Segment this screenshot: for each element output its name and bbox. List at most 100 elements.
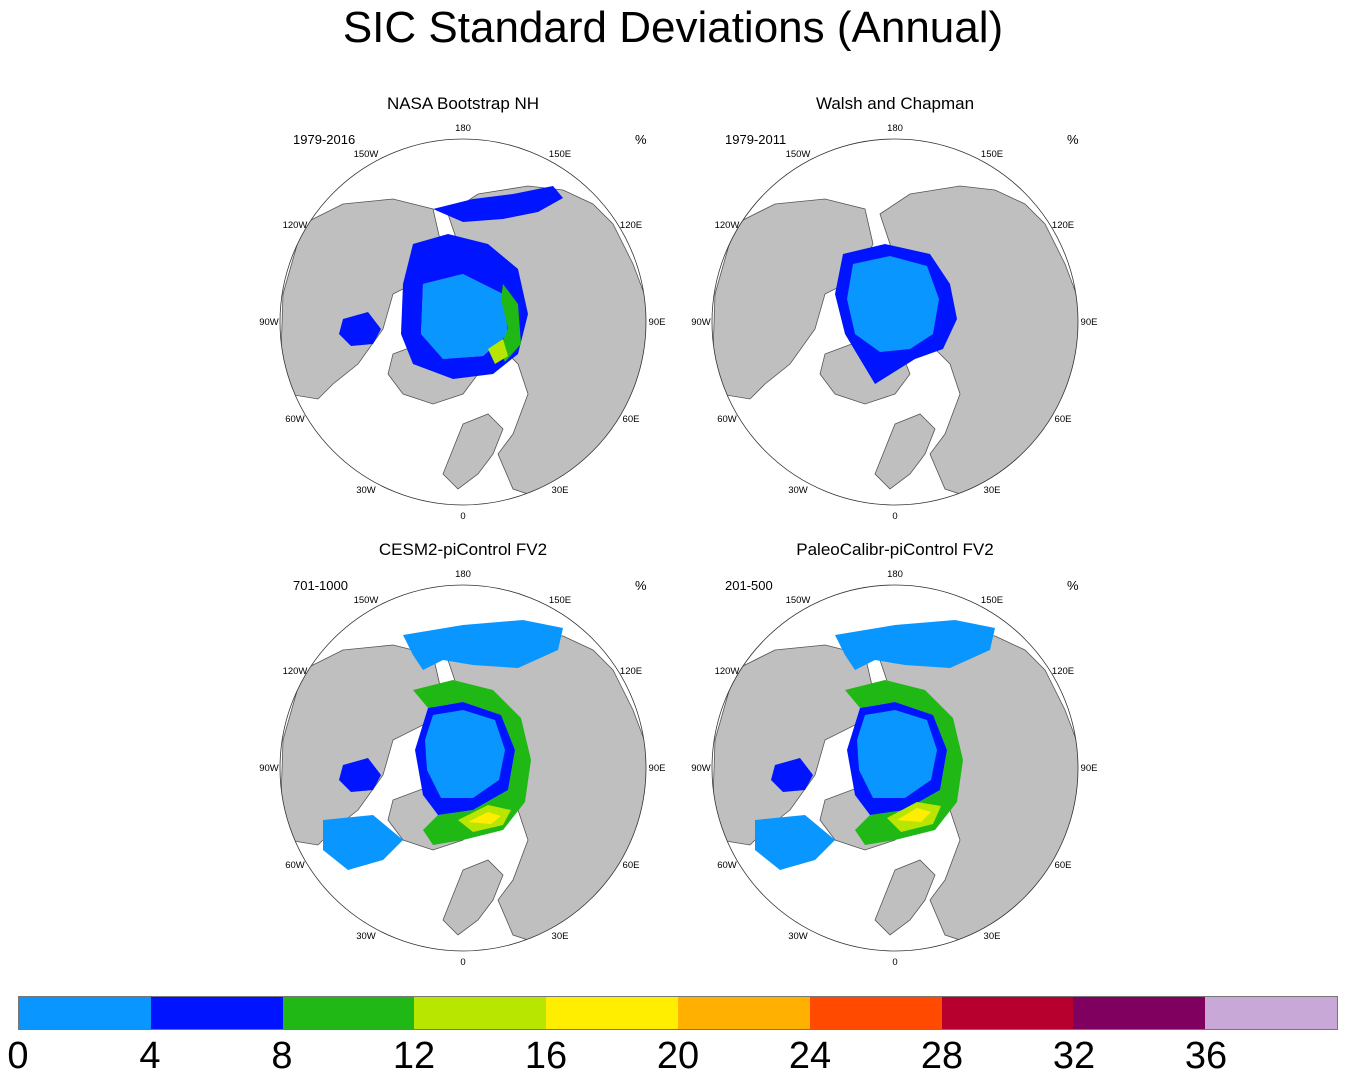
- longitude-label: 60W: [285, 414, 305, 425]
- sic-field-0-4-atlantic: [755, 815, 835, 870]
- longitude-label: 60E: [1055, 414, 1072, 425]
- land-europe: [442, 413, 504, 490]
- sic-field-0-4: [857, 710, 937, 798]
- longitude-labels: 180 150E 120E 90E 60E 30E 0 30W 60W 90W 120W 150W: [691, 569, 1097, 968]
- longitude-label: 90E: [649, 763, 666, 774]
- colorbar-segment: [1205, 997, 1337, 1029]
- colorbar-tick-label: 4: [139, 1035, 161, 1077]
- longitude-label: 90E: [1081, 763, 1098, 774]
- longitude-label: 60E: [1055, 860, 1072, 871]
- longitude-label: 90E: [1081, 317, 1098, 328]
- longitude-label: 30W: [356, 485, 376, 496]
- longitude-label: 30W: [788, 485, 808, 496]
- longitude-label: 30E: [552, 485, 569, 496]
- sic-field-0-4: [847, 256, 939, 352]
- colorbar-tick-label: 20: [656, 1035, 700, 1077]
- longitude-label: 120W: [715, 220, 740, 231]
- panel-title: NASA Bootstrap NH: [386, 94, 540, 113]
- sic-field-0-4-outer: [403, 620, 563, 670]
- map-boundary: [711, 584, 1079, 952]
- colorbar-tick-label: 0: [7, 1035, 29, 1077]
- colorbar-segment: [150, 997, 283, 1029]
- longitude-label: 30E: [552, 931, 569, 942]
- map-boundary: [279, 138, 647, 506]
- sic-field-4-8-pacific: [433, 186, 563, 222]
- panel-unit: %: [635, 578, 647, 593]
- panel-period: 201-500: [725, 578, 773, 593]
- longitude-label: 150W: [786, 595, 811, 606]
- colorbar-tick-label: 8: [271, 1035, 293, 1077]
- panel-unit: %: [635, 132, 647, 147]
- map-panel-cesm2-picontrol: CESM2-piControl FV2 701-1000 % 180 150E 12…: [259, 540, 665, 968]
- longitude-label: 150E: [549, 595, 571, 606]
- longitude-label: 120E: [620, 666, 642, 677]
- longitude-label: 120W: [715, 666, 740, 677]
- figure-title: SIC Standard Deviations (Annual): [342, 3, 1004, 52]
- colorbar-tick-label: 36: [1184, 1035, 1228, 1077]
- sic-field-8-12: [413, 680, 531, 845]
- panel-title: CESM2-piControl FV2: [378, 540, 548, 559]
- longitude-label: 90W: [691, 317, 711, 328]
- map-panel-nasa-bootstrap: NASA Bootstrap NH 1979-2016 % 180 150E 120…: [259, 94, 665, 522]
- longitude-label: 30E: [984, 485, 1001, 496]
- colorbar-segment: [941, 997, 1074, 1029]
- map-panel-paleocalibr-picontrol: PaleoCalibr-piControl FV2 201-500 % 180 1…: [691, 540, 1097, 968]
- colorbar-segment: [19, 997, 151, 1029]
- longitude-labels: 180 150E 120E 90E 60E 30E 0 30W 60W 90W 120W 150W: [259, 569, 665, 968]
- sic-field-4-8: [401, 234, 528, 379]
- longitude-label: 180: [887, 123, 903, 134]
- sic-field-0-4-atlantic: [323, 815, 403, 870]
- longitude-label: 60W: [717, 860, 737, 871]
- panel-title: Walsh and Chapman: [815, 94, 975, 113]
- colorbar-tick-label: 24: [788, 1035, 832, 1077]
- longitude-label: 90W: [259, 317, 279, 328]
- longitude-label: 90W: [259, 763, 279, 774]
- panel-period: 1979-2016: [293, 132, 356, 147]
- colorbar-tick-label: 12: [392, 1035, 436, 1077]
- longitude-label: 120E: [1052, 220, 1074, 231]
- sic-field-12-16: [488, 339, 508, 364]
- polar-map: 180 150E 120E 90E 60E 30E 0 30W 60W 90W 120W 150W: [691, 123, 1097, 522]
- longitude-label: 90E: [649, 317, 666, 328]
- map-panel-walsh-chapman: Walsh and Chapman 1979-2011 % 180 150E 120…: [691, 94, 1097, 522]
- longitude-label: 0: [892, 511, 897, 522]
- colorbar-segment: [546, 997, 678, 1029]
- sic-field-16-20: [468, 812, 501, 824]
- colorbar-segment: [1073, 997, 1206, 1029]
- longitude-label: 90W: [691, 763, 711, 774]
- longitude-labels: 180 150E 120E 90E 60E 30E 0 30W 60W 90W 120W 150W: [691, 123, 1097, 522]
- sic-field-4-8-hudson: [339, 758, 381, 792]
- panel-unit: %: [1067, 578, 1079, 593]
- longitude-label: 150W: [354, 149, 379, 160]
- longitude-label: 0: [892, 957, 897, 968]
- colorbar-segment: [414, 997, 547, 1029]
- longitude-label: 60E: [623, 860, 640, 871]
- longitude-label: 30W: [788, 931, 808, 942]
- longitude-label: 120W: [283, 220, 308, 231]
- longitude-label: 150W: [354, 595, 379, 606]
- colorbar-tick-label: 16: [524, 1035, 568, 1077]
- land-europe: [874, 859, 936, 936]
- longitude-label: 120E: [620, 220, 642, 231]
- colorbar: [18, 996, 1338, 1030]
- polar-map: 180 150E 120E 90E 60E 30E 0 30W 60W 90W 120W 150W: [259, 569, 665, 968]
- map-boundary: [279, 584, 647, 952]
- longitude-label: 0: [460, 957, 465, 968]
- panel-period: 701-1000: [293, 578, 348, 593]
- sic-field-0-4-outer: [835, 620, 995, 670]
- longitude-label: 180: [887, 569, 903, 580]
- longitude-labels: 180 150E 120E 90E 60E 30E 0 30W 60W 90W 120W 150W: [259, 123, 665, 522]
- panel-title: PaleoCalibr-piControl FV2: [796, 540, 994, 559]
- panel-unit: %: [1067, 132, 1079, 147]
- longitude-label: 120E: [1052, 666, 1074, 677]
- longitude-label: 60W: [717, 414, 737, 425]
- colorbar-tick-label: 28: [920, 1035, 964, 1077]
- sic-field-4-8-hudson: [771, 758, 813, 792]
- colorbar-segment: [677, 997, 810, 1029]
- longitude-label: 0: [460, 511, 465, 522]
- longitude-label: 60W: [285, 860, 305, 871]
- longitude-label: 30E: [984, 931, 1001, 942]
- longitude-label: 150W: [786, 149, 811, 160]
- longitude-label: 150E: [981, 595, 1003, 606]
- longitude-label: 150E: [981, 149, 1003, 160]
